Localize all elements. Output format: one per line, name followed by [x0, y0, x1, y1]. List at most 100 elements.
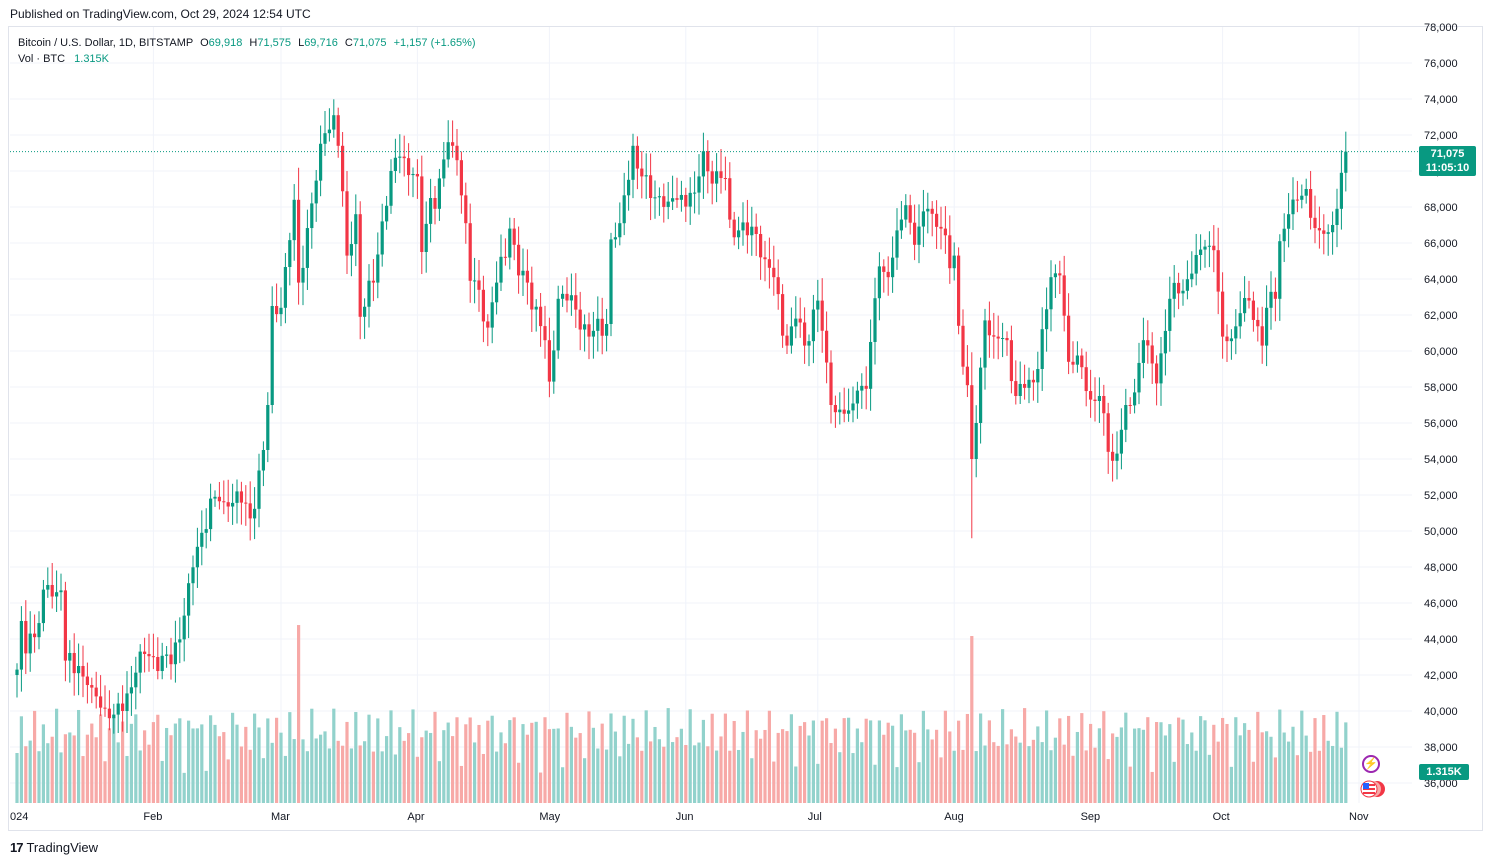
volume-bar: [1300, 710, 1304, 803]
candle-body: [1304, 189, 1308, 196]
volume-bar: [679, 728, 683, 803]
volume-bar: [1146, 717, 1150, 803]
candle-body: [499, 256, 503, 283]
volume-bar: [63, 734, 67, 803]
candle-body: [979, 367, 983, 423]
candle-body: [583, 324, 587, 330]
candle-body: [169, 654, 173, 665]
volume-bar: [94, 737, 98, 803]
volume-bar: [121, 721, 125, 803]
volume-bar: [737, 749, 741, 803]
volume-bar: [1185, 744, 1189, 803]
volume-bar: [415, 756, 419, 803]
volume-bar: [547, 729, 551, 803]
candle-body: [367, 280, 371, 307]
volume-bar: [565, 712, 569, 803]
candle-body: [72, 652, 76, 674]
tradingview-logo-icon: 17: [10, 840, 24, 855]
legend-symbol: Bitcoin / U.S. Dollar, 1D, BITSTAMP: [18, 37, 194, 49]
candle-body: [785, 335, 789, 346]
y-tick-label: 54,000: [1424, 454, 1458, 466]
volume-bar: [1207, 754, 1211, 803]
volume-bar: [979, 713, 983, 803]
price-axis: 76,00074,00072,00070,00068,00066,00064,0…: [1424, 22, 1458, 790]
volume-bar: [983, 745, 987, 803]
y-tick-label: 46,000: [1424, 598, 1458, 610]
candle-body: [41, 589, 45, 624]
y-tick-label: 44,000: [1424, 634, 1458, 646]
candle-body: [512, 228, 516, 245]
volume-bar: [1256, 711, 1260, 803]
candles: [15, 99, 1348, 734]
volume-bar: [301, 739, 305, 803]
volume-bar: [935, 729, 939, 803]
tradingview-footer[interactable]: 17 TradingView: [10, 840, 98, 855]
us-flag-icon[interactable]: [1360, 780, 1386, 798]
volume-bar: [855, 728, 859, 803]
candle-body: [200, 532, 204, 547]
candle-body: [671, 198, 675, 202]
volume-bar: [495, 751, 499, 803]
candle-body: [688, 192, 692, 207]
volume-bar: [1106, 759, 1110, 803]
volume-bar: [706, 746, 710, 803]
candle-body: [666, 201, 670, 207]
flash-icon[interactable]: ⚡: [1362, 755, 1380, 773]
volume-bar: [160, 760, 164, 803]
candle-body: [112, 714, 116, 719]
volume-bar: [1216, 741, 1220, 803]
volume-bar: [710, 713, 714, 803]
volume-bar: [239, 746, 243, 803]
candle-body: [297, 199, 301, 283]
candle-body: [1256, 319, 1260, 327]
volume-bar: [1062, 744, 1066, 803]
volume-bar: [37, 751, 41, 803]
candle-body: [261, 450, 265, 471]
volume-bar: [578, 733, 582, 803]
candle-body: [987, 320, 991, 336]
chart-legend: Bitcoin / U.S. Dollar, 1D, BITSTAMP O69,…: [18, 35, 476, 67]
candle-body: [547, 340, 551, 382]
volume-bar: [693, 745, 697, 803]
legend-high: 71,575: [257, 37, 291, 49]
candle-body: [1027, 379, 1031, 388]
volume-bar: [662, 746, 666, 803]
volume-bar: [424, 730, 428, 803]
volume-bar: [402, 740, 406, 803]
volume-bar: [1221, 717, 1225, 803]
candle-body: [121, 703, 125, 711]
volume-bar: [310, 708, 314, 803]
candle-body: [767, 259, 771, 268]
candle-body: [292, 199, 296, 241]
volume-bar: [1027, 746, 1031, 803]
volume-bar: [930, 739, 934, 803]
candle-body: [195, 546, 199, 568]
candle-body: [728, 178, 732, 220]
volume-bar: [481, 753, 485, 803]
candle-body: [860, 385, 864, 391]
volume-bar: [437, 761, 441, 803]
volume-bar: [653, 726, 657, 803]
grid-lines: [10, 27, 1412, 803]
candle-body: [508, 228, 512, 258]
candle-body: [446, 142, 450, 160]
volume-bar: [116, 742, 120, 803]
volume-bar: [701, 719, 705, 803]
candle-body: [917, 226, 921, 245]
volume-bar: [165, 727, 169, 803]
volume-bar: [1137, 728, 1141, 803]
candle-body: [486, 321, 490, 328]
volume-bar: [1159, 722, 1163, 803]
candle-body: [1260, 326, 1264, 346]
volume-bar: [490, 715, 494, 803]
volume-bar: [1089, 723, 1093, 803]
candle-body: [473, 280, 477, 282]
volume-bar: [917, 762, 921, 803]
volume-bar: [517, 762, 521, 803]
candle-body: [349, 244, 353, 256]
volume-bar: [851, 753, 855, 803]
candle-body: [411, 173, 415, 176]
candle-body: [402, 156, 406, 159]
volume-bar: [561, 767, 565, 803]
